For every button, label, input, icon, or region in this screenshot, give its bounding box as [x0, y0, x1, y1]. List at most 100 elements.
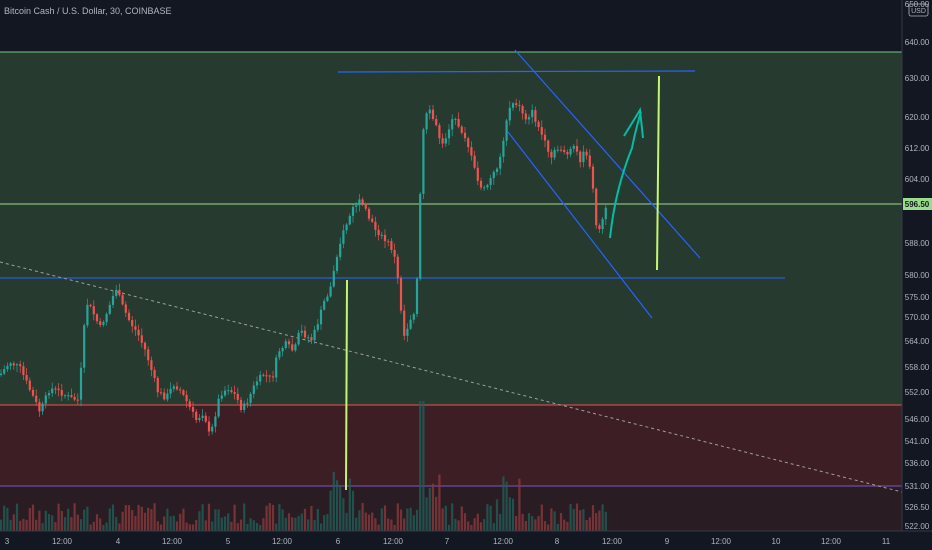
volume-bar: [297, 515, 300, 531]
up-arrow-drawing[interactable]: [609, 111, 642, 239]
candle-body: [137, 329, 140, 336]
candle-body: [31, 389, 35, 396]
candle-body: [217, 398, 220, 417]
candle-body: [92, 306, 95, 315]
volume-bar: [185, 522, 188, 531]
candle-body: [281, 347, 284, 352]
price-tick: 552.00: [905, 388, 930, 397]
currency-badge[interactable]: [908, 3, 929, 17]
channel-lower-line[interactable]: [507, 131, 653, 319]
volume-bar: [591, 505, 595, 531]
candle-body: [444, 138, 447, 144]
time-tick: 9: [665, 537, 670, 546]
volume-bar: [524, 520, 527, 531]
candle-body: [115, 289, 118, 296]
dashed-trend-line[interactable]: [0, 261, 903, 493]
candle-body: [89, 304, 92, 307]
volume-bar: [374, 518, 377, 531]
price-tick: 620.00: [905, 113, 930, 122]
volume-bar: [396, 503, 399, 531]
volume-bar: [99, 518, 102, 531]
volume-bar: [47, 514, 51, 531]
candle-body: [175, 386, 179, 390]
candle-body: [15, 364, 19, 366]
volume-bar: [393, 524, 396, 531]
time-scale[interactable]: [0, 531, 932, 550]
candle-body: [54, 388, 57, 390]
volume-bar: [169, 516, 172, 531]
volume-bar: [428, 487, 431, 531]
volume-bar: [473, 518, 476, 531]
candle-body: [527, 117, 531, 120]
candle-body: [223, 390, 227, 396]
volume-bar: [268, 503, 271, 531]
volume-bar: [454, 518, 457, 531]
volume-bar: [198, 511, 201, 531]
volume-bar: [351, 490, 355, 531]
candle-body: [412, 314, 415, 320]
candle-body: [255, 381, 259, 386]
volume-bar: [543, 521, 547, 531]
candle-body: [313, 329, 316, 341]
volume-bar: [156, 521, 159, 531]
volume-bar: [569, 503, 572, 531]
candle-body: [147, 349, 150, 361]
candle-body: [415, 278, 419, 315]
green-zone: [0, 52, 902, 405]
candle-body: [201, 415, 204, 418]
volume-bar: [415, 509, 419, 531]
candle-body: [163, 392, 166, 400]
top-horizontal-ray[interactable]: [337, 70, 696, 73]
candle-body: [150, 360, 153, 371]
volume-bar: [339, 484, 342, 531]
price-tick: 546.00: [905, 415, 930, 424]
candle-body: [403, 310, 406, 336]
volume-bar: [0, 519, 3, 531]
channel-upper-line[interactable]: [514, 49, 701, 259]
volume-bar: [572, 509, 575, 531]
candle-body: [268, 375, 271, 377]
price-scale[interactable]: [902, 0, 932, 531]
volume-bar: [540, 504, 543, 531]
volume-bar: [467, 521, 470, 531]
volume-bar: [19, 520, 22, 531]
volume-bar: [399, 509, 403, 531]
volume-bar: [527, 513, 531, 531]
volume-bar: [575, 503, 579, 531]
measure-line-left[interactable]: [345, 279, 348, 491]
volume-bar: [537, 515, 540, 531]
candle-body: [310, 337, 313, 341]
measure-line-right[interactable]: [656, 75, 660, 271]
candle-body: [284, 341, 287, 348]
candle-body: [406, 328, 409, 336]
candle-body: [540, 127, 543, 135]
candle-body: [489, 178, 492, 185]
volume-bar: [35, 519, 38, 531]
volume-bar: [387, 518, 390, 531]
time-tick: 12:00: [711, 537, 732, 546]
volume-bar: [153, 503, 156, 531]
volume-bar: [547, 524, 550, 531]
candle-body: [83, 325, 86, 368]
volume-bar: [217, 509, 220, 531]
candle-body: [252, 385, 255, 394]
volume-bar: [291, 517, 294, 531]
candle-body: [198, 417, 201, 421]
volume-bar: [483, 519, 486, 531]
candle-body: [153, 370, 156, 378]
candle-body: [95, 314, 99, 322]
candle-body: [249, 393, 252, 403]
volume-bar: [495, 499, 499, 531]
currency-label: USD: [911, 8, 926, 15]
candle-body: [470, 147, 473, 156]
candle-body: [460, 126, 463, 133]
candle-body: [575, 145, 579, 152]
volume-bar: [505, 481, 508, 531]
candle-body: [479, 180, 483, 188]
volume-bar: [409, 507, 412, 531]
candle-body: [220, 395, 223, 399]
volume-bar: [86, 506, 89, 531]
volume-bar: [108, 508, 111, 531]
volume-bar: [566, 521, 569, 531]
